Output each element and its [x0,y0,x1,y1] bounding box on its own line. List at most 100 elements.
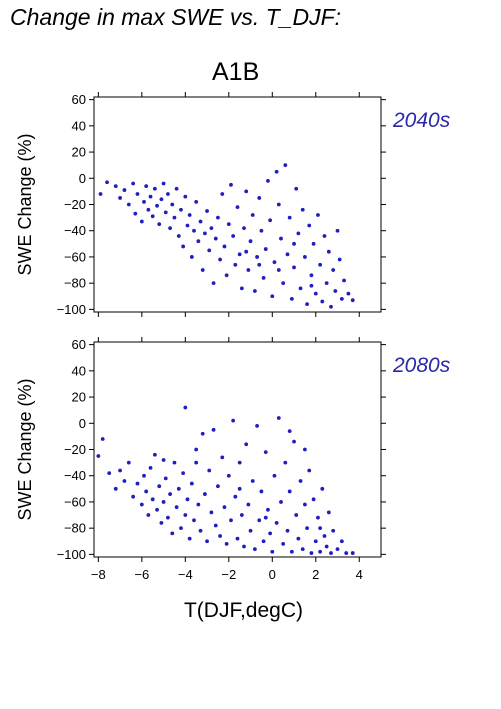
x-axis-label: T(DJF,degC) [184,599,303,622]
period-label: 2080s [392,354,451,377]
scatter-point [148,465,153,470]
scatter-point [326,510,331,515]
scatter-point [263,247,268,251]
scatter-point [309,551,314,555]
scatter-point [235,205,240,210]
scatter-point [335,547,340,552]
scatter-point [122,188,127,192]
scatter-point [276,416,281,420]
scatter-point [220,455,225,460]
scatter-point [272,260,277,265]
scatter-point [255,255,259,259]
scatter-point [135,192,140,196]
scatter-point [283,460,288,465]
scatter-point [139,502,144,507]
scatter-point [226,222,231,227]
scatter-point [194,199,199,204]
scatter-point [244,249,249,254]
scatter-point [279,236,283,241]
y-tick-label: 40 [72,363,86,378]
scatter-point [272,473,277,478]
scatter-point [250,213,255,217]
scatter-point [224,273,229,278]
scatter-point [179,526,183,531]
scatter-point [344,551,349,555]
scatter-point [152,186,157,191]
scatter-point [118,468,122,473]
scatter-point [298,286,303,291]
y-tick-label: −100 [57,547,86,562]
scatter-point [255,424,259,428]
scatter-point [161,500,166,504]
scatter-point [292,265,296,270]
scatter-point [311,241,316,246]
scatter-point [194,460,199,465]
scatter-point [276,268,281,272]
y-tick-label: −100 [57,302,86,317]
scatter-point [174,505,179,510]
scatter-point [324,281,329,286]
scatter-point [189,481,194,486]
scatter-point [331,528,336,533]
scatter-point [161,181,166,186]
x-tick-label: −2 [221,567,236,582]
scatter-point [266,507,270,512]
scatter-point [329,304,333,309]
scatter-point [131,494,136,499]
scatter-point [261,539,266,544]
scatter-point [322,234,327,238]
scatter-point [135,481,140,486]
scatter-point [268,218,273,223]
scatter-point [181,244,186,249]
scatter-point [242,544,246,549]
scatter-point [122,479,127,483]
scatter-point [320,299,325,304]
scatter-point [100,437,105,441]
scatter-point [207,468,212,473]
scatter-point [237,460,242,465]
scatter-point [296,231,301,236]
scatter-point [144,489,149,494]
scatter-point [318,526,323,531]
scatter-point [229,518,233,523]
y-tick-label: −80 [64,276,86,291]
period-label: 2040s [392,109,451,132]
scatter-point [113,486,118,491]
scatter-point [331,268,336,272]
scatter-point [294,186,299,191]
scatter-point [350,551,355,555]
scatter-point [187,536,192,541]
scatter-point [202,231,207,236]
scatter-point [218,257,223,262]
scatter-point [194,447,199,452]
scatter-point [235,536,240,541]
scatter-point [339,539,344,544]
scatter-point [274,521,279,525]
scatter-point [126,202,131,207]
scatter-point [172,215,177,220]
scatter-point [257,262,262,267]
scatter-point [287,429,292,434]
scatter-point [270,294,275,299]
scatter-point [231,234,236,238]
scatter-point [196,239,201,244]
scatter-point [329,551,333,555]
scatter-point [148,194,153,199]
plot-frame-top [93,96,382,313]
scatter-point [166,192,170,196]
scatter-point [218,534,223,538]
x-tick-label: 4 [356,567,363,582]
scatter-point [303,447,307,452]
scatter-point [257,196,262,200]
scatter-point [261,276,266,280]
scatter-point [222,505,227,510]
scatter-point [318,549,323,554]
scatter-point [259,228,264,233]
scatter-point [266,179,270,183]
scatter-point [276,202,281,207]
scatter-point [155,507,159,512]
scatter-point [183,194,188,199]
scatter-point [172,460,177,465]
y-tick-label: 60 [72,92,86,107]
scatter-point [213,523,218,528]
